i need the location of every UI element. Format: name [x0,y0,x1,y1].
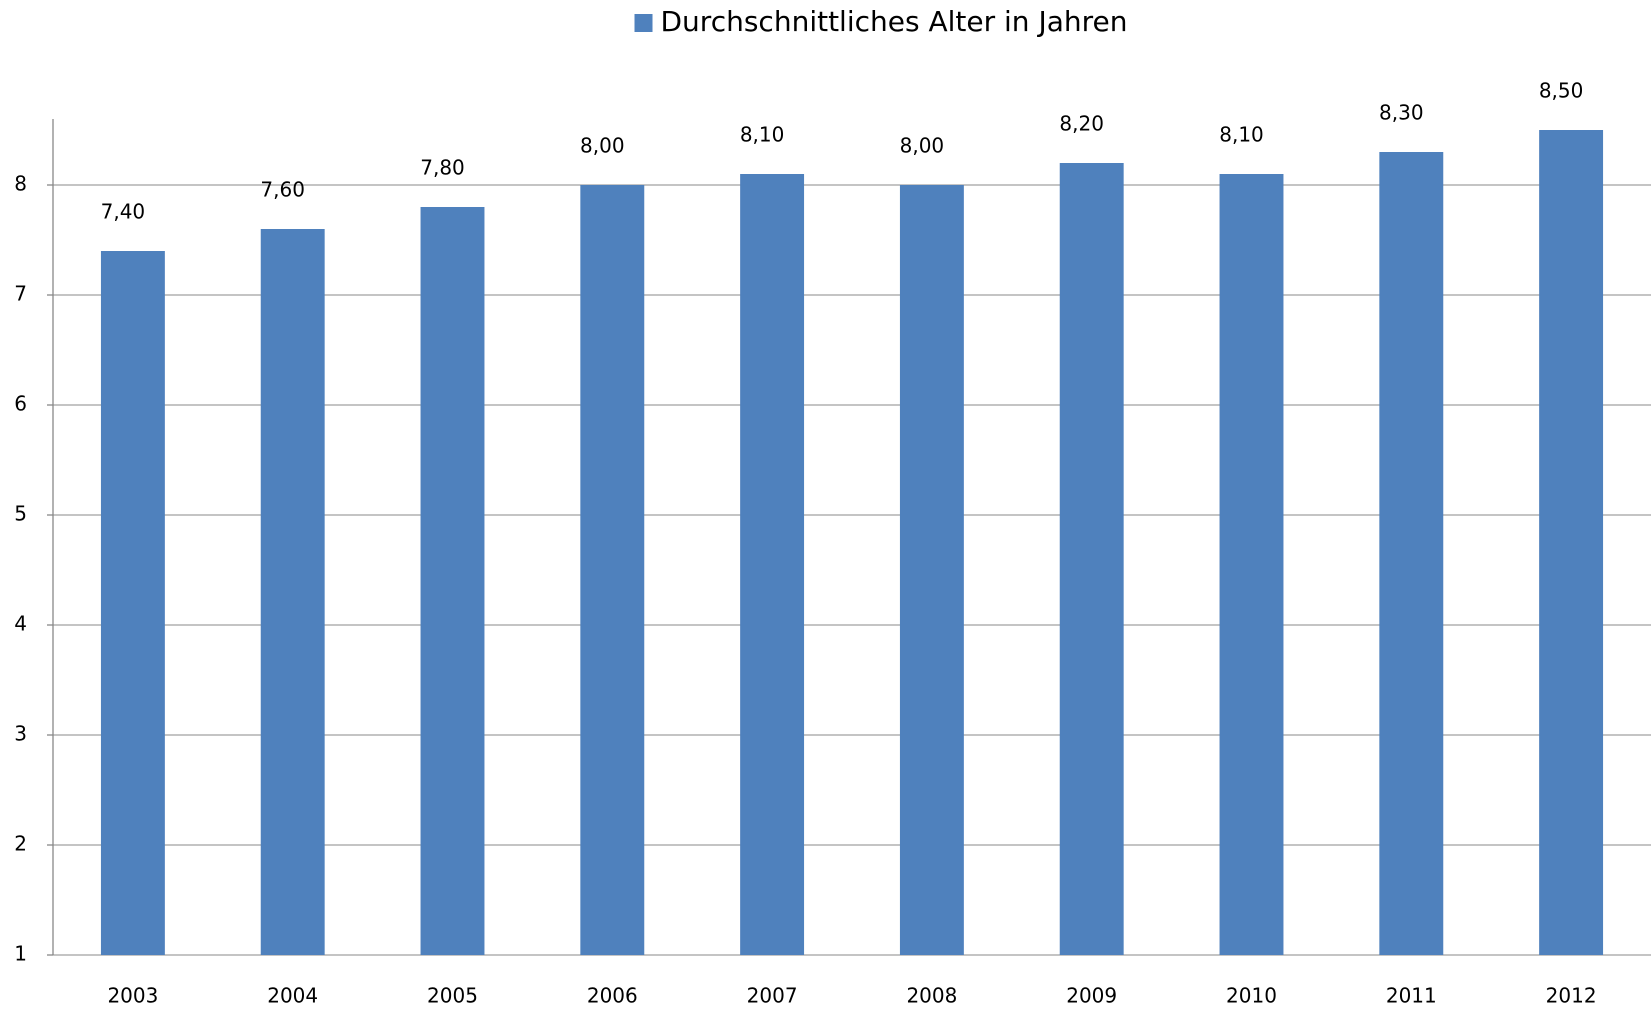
bar [899,185,964,955]
x-tick-label: 2006 [587,984,638,1008]
data-label: 8,20 [1059,112,1104,136]
bar [1219,174,1284,955]
x-tick-label: 2012 [1546,984,1597,1008]
x-tick-label: 2007 [747,984,798,1008]
bar [580,185,645,955]
data-label: 8,10 [740,123,785,147]
data-label: 8,10 [1219,123,1264,147]
data-label: 8,30 [1379,101,1424,125]
x-tick-label: 2008 [906,984,957,1008]
x-tick-label: 2004 [267,984,318,1008]
y-tick-label: 3 [14,722,27,746]
legend-swatch [634,14,653,32]
bar [420,207,485,955]
data-label: 7,40 [101,200,146,224]
y-tick-label: 7 [14,282,27,306]
y-tick-label: 2 [14,832,27,856]
data-label: 7,80 [420,156,465,180]
x-tick-label: 2011 [1386,984,1437,1008]
data-label: 8,00 [900,134,945,158]
data-label: 8,00 [580,134,625,158]
y-tick-label: 8 [14,172,27,196]
bar [260,229,325,955]
x-tick-label: 2003 [107,984,158,1008]
data-label: 8,50 [1539,79,1584,103]
bar [1379,152,1444,955]
bar [100,251,165,955]
bar [1539,130,1604,955]
y-tick-label: 4 [14,612,27,636]
bar [740,174,805,955]
bar [1059,163,1124,955]
y-tick-label: 6 [14,392,27,416]
x-tick-label: 2010 [1226,984,1277,1008]
legend-label: Durchschnittliches Alter in Jahren [661,5,1128,38]
data-label: 7,60 [260,178,305,202]
x-tick-label: 2005 [427,984,478,1008]
y-tick-label: 1 [14,942,27,966]
x-tick-label: 2009 [1066,984,1117,1008]
y-tick-label: 5 [14,502,27,526]
